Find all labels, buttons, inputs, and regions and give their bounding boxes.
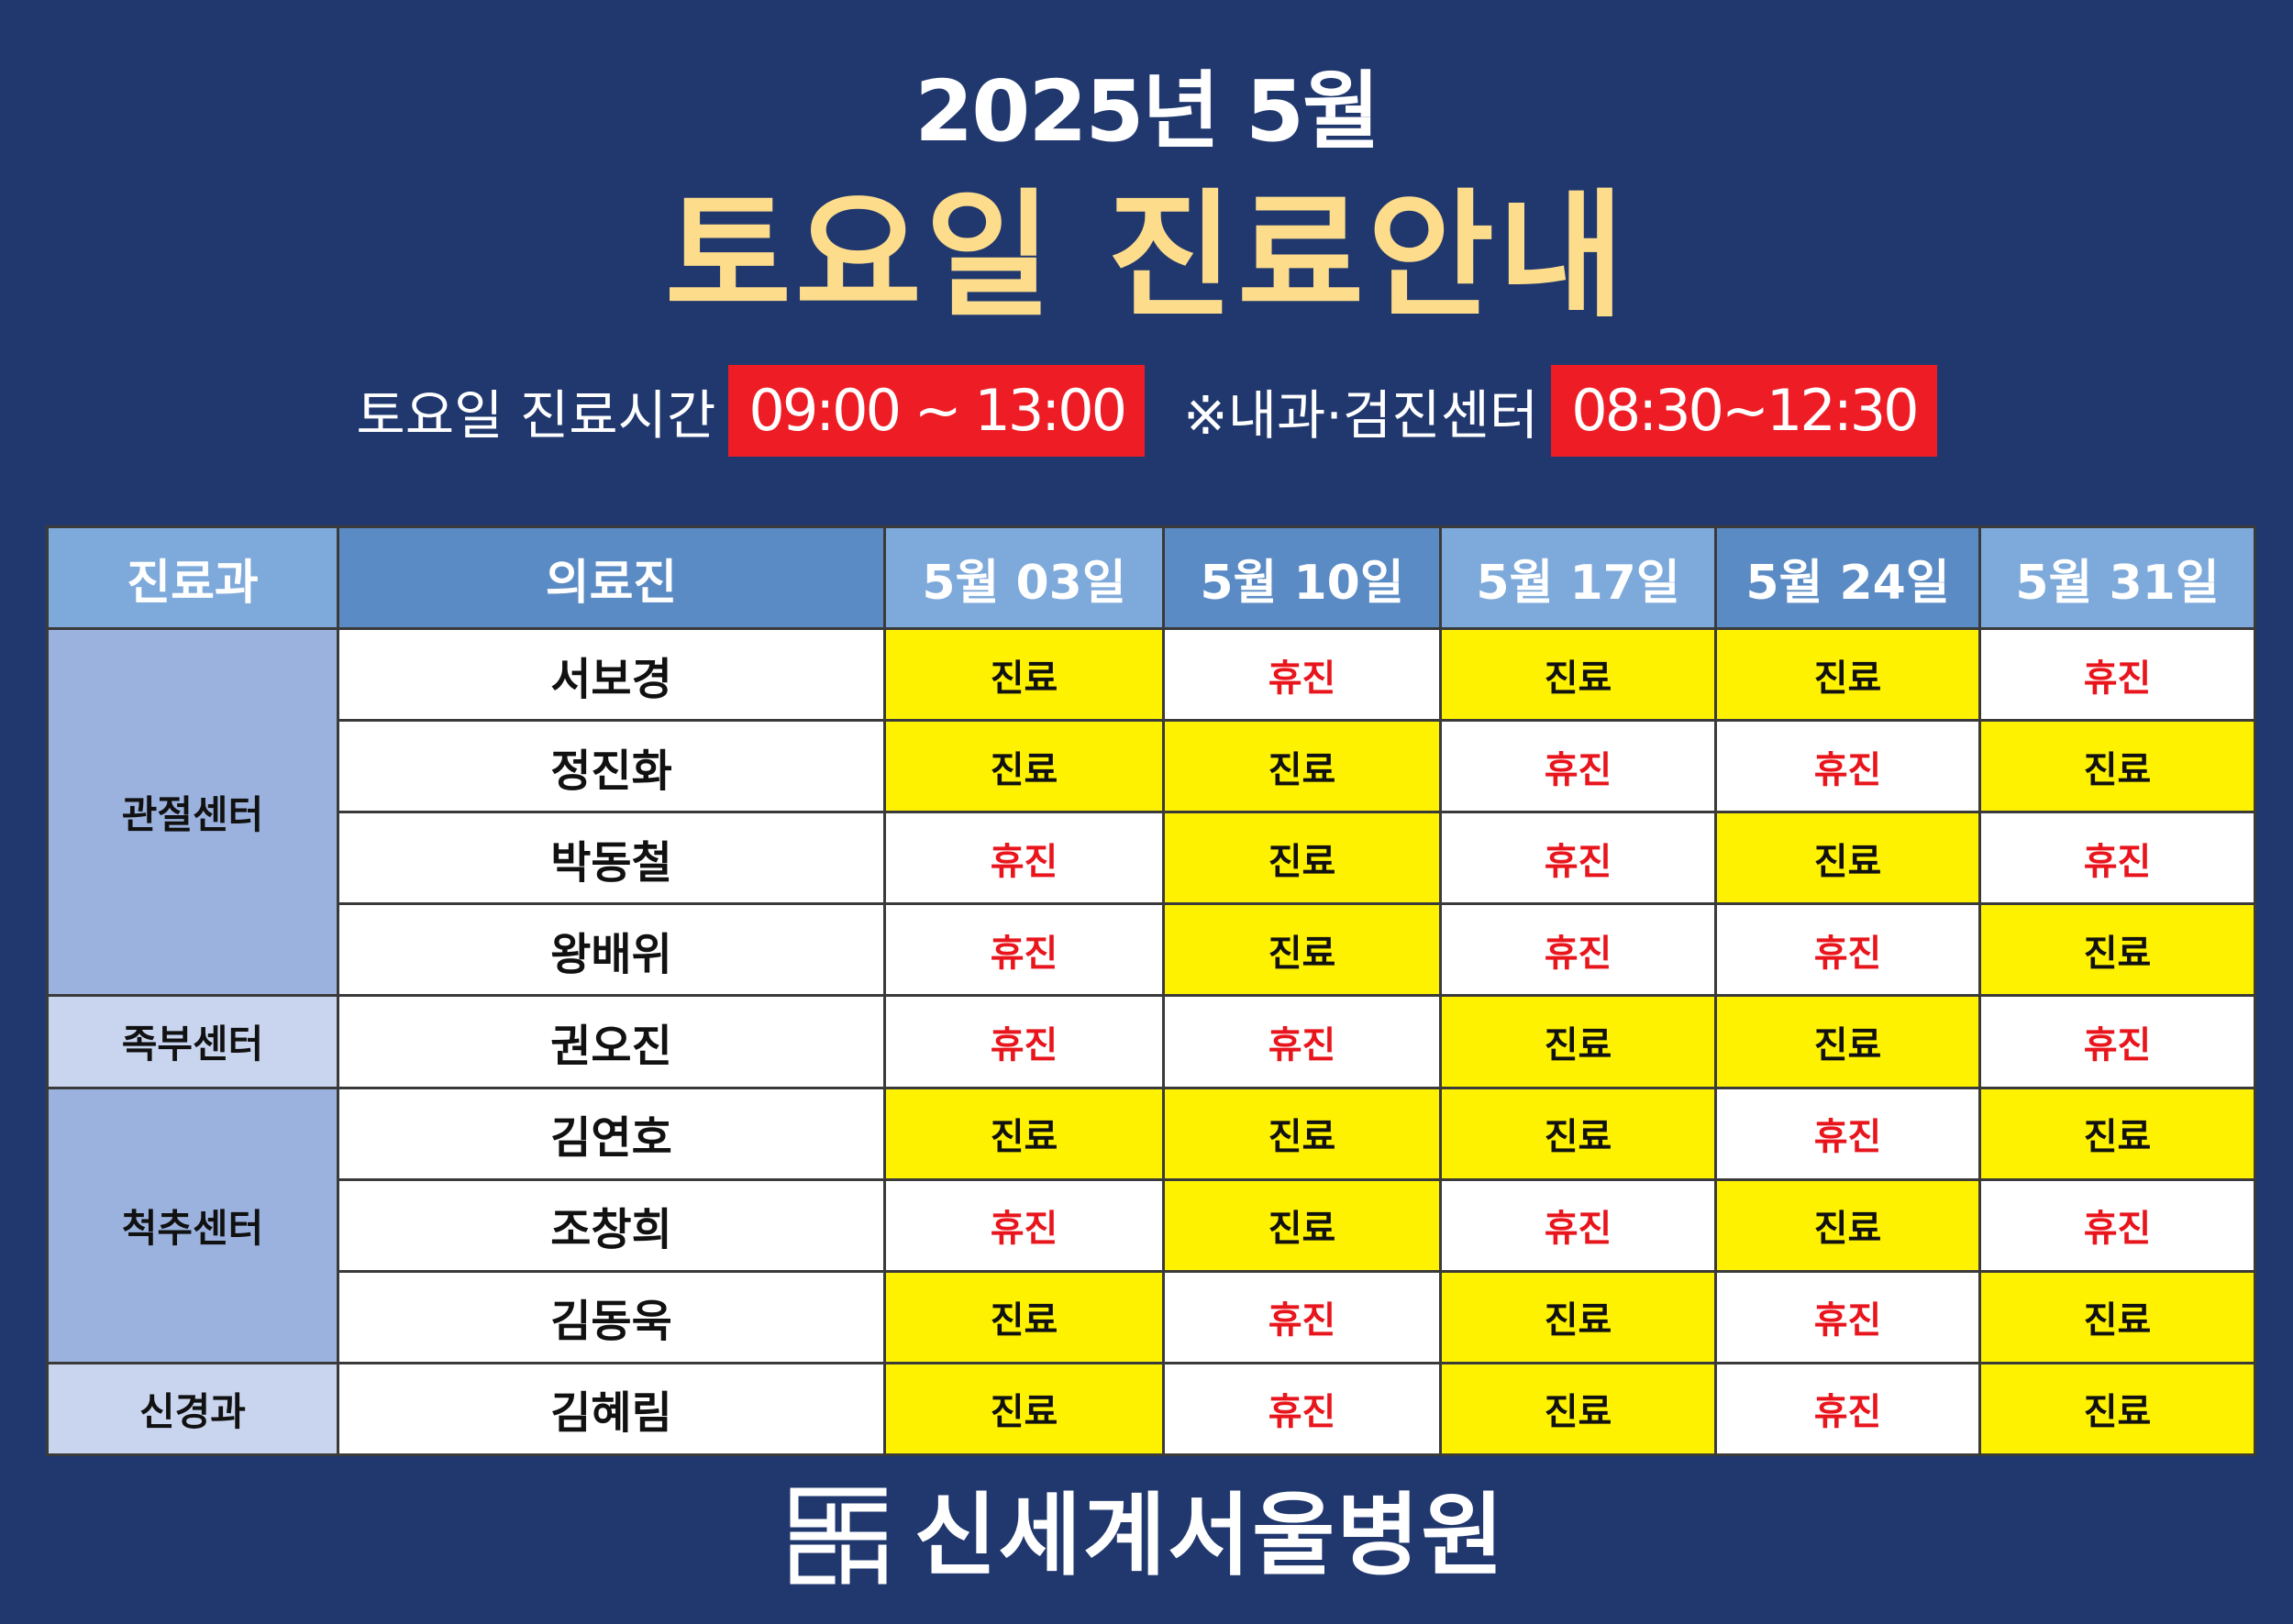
column-header-date: 5월 10일 bbox=[1162, 525, 1442, 630]
department-cell: 관절센터 bbox=[46, 626, 339, 998]
status-cell: 진료 bbox=[1439, 1269, 1717, 1364]
status-cell: 진료 bbox=[1162, 902, 1442, 998]
internal-hours-label: ※내과·검진센터 bbox=[1183, 384, 1539, 447]
status-cell: 진료 bbox=[1439, 994, 1717, 1089]
status-cell: 진료 bbox=[883, 626, 1165, 723]
table-row: 족부센터 권오진 휴진 휴진 진료 진료 휴진 bbox=[46, 994, 2256, 1089]
doctor-name: 정진화 bbox=[337, 719, 886, 814]
saturday-hours-time: 09:00 ~ 13:00 bbox=[728, 365, 1146, 457]
status-cell: 휴진 bbox=[883, 811, 1165, 906]
status-cell: 진료 bbox=[1978, 1086, 2256, 1181]
doctor-name: 권오진 bbox=[337, 994, 886, 1089]
footer: 신세계서울병원 bbox=[0, 1481, 2293, 1591]
status-cell: 진료 bbox=[1714, 626, 1981, 723]
status-cell: 휴진 bbox=[1714, 902, 1981, 998]
table-row: 관절센터 서보경 진료 휴진 진료 진료 휴진 bbox=[46, 626, 2256, 998]
doctor-name: 박동철 bbox=[337, 811, 886, 906]
status-cell: 진료 bbox=[1439, 1361, 1717, 1457]
status-cell: 진료 bbox=[1714, 811, 1981, 906]
status-cell: 휴진 bbox=[1978, 1177, 2256, 1273]
column-header-date: 5월 24일 bbox=[1714, 525, 1981, 630]
schedule-table: 진료과 의료진 5월 03일 5월 10일 5월 17일 5월 24일 5월 3… bbox=[46, 525, 2256, 1457]
status-cell: 진료 bbox=[883, 1361, 1165, 1457]
status-cell: 휴진 bbox=[883, 902, 1165, 998]
status-cell: 진료 bbox=[883, 1086, 1165, 1181]
status-cell: 진료 bbox=[1162, 811, 1442, 906]
table-row: 신경과 김혜림 진료 휴진 진료 휴진 진료 bbox=[46, 1361, 2256, 1457]
status-cell: 휴진 bbox=[1714, 1086, 1981, 1181]
status-cell: 진료 bbox=[1162, 1177, 1442, 1273]
department-cell: 척추센터 bbox=[46, 1086, 339, 1364]
department-cell: 신경과 bbox=[46, 1361, 339, 1457]
status-cell: 휴진 bbox=[1439, 811, 1717, 906]
doctor-name: 김혜림 bbox=[337, 1361, 886, 1457]
status-cell: 진료 bbox=[1439, 1086, 1717, 1181]
status-cell: 휴진 bbox=[1714, 1361, 1981, 1457]
month-heading: 2025년 5월 bbox=[914, 62, 1379, 160]
table-row: 김동욱 진료 휴진 진료 휴진 진료 bbox=[48, 1269, 2256, 1364]
status-cell: 진료 bbox=[1978, 1269, 2256, 1364]
status-cell: 휴진 bbox=[1439, 1177, 1717, 1273]
hospital-logo-icon bbox=[790, 1487, 887, 1585]
status-cell: 휴진 bbox=[1978, 994, 2256, 1089]
status-cell: 진료 bbox=[1162, 719, 1442, 814]
status-cell: 진료 bbox=[1978, 1361, 2256, 1457]
column-header-date: 5월 03일 bbox=[883, 525, 1165, 630]
page-title: 토요일 진료안내 bbox=[664, 177, 1629, 337]
table-row: 조창희 휴진 진료 휴진 진료 휴진 bbox=[48, 1177, 2256, 1273]
status-cell: 휴진 bbox=[883, 1177, 1165, 1273]
column-header-date: 5월 17일 bbox=[1439, 525, 1717, 630]
column-header-department: 진료과 bbox=[46, 525, 339, 630]
doctor-name: 김동욱 bbox=[337, 1269, 886, 1364]
status-cell: 휴진 bbox=[1162, 1361, 1442, 1457]
saturday-hours-label: 토요일 진료시간 bbox=[356, 384, 716, 447]
column-header-date: 5월 31일 bbox=[1978, 525, 2256, 630]
table-row: 정진화 진료 진료 휴진 휴진 진료 bbox=[48, 719, 2256, 814]
status-cell: 휴진 bbox=[1714, 1269, 1981, 1364]
table-row: 박동철 휴진 진료 휴진 진료 휴진 bbox=[48, 811, 2256, 906]
status-cell: 진료 bbox=[1978, 902, 2256, 998]
status-cell: 진료 bbox=[883, 1269, 1165, 1364]
status-cell: 휴진 bbox=[1978, 811, 2256, 906]
table-row: 왕배위 휴진 진료 휴진 휴진 진료 bbox=[48, 902, 2256, 998]
doctor-name: 조창희 bbox=[337, 1177, 886, 1273]
status-cell: 휴진 bbox=[1162, 626, 1442, 723]
status-cell: 진료 bbox=[1978, 719, 2256, 814]
doctor-name: 서보경 bbox=[337, 626, 886, 723]
table-header-row: 진료과 의료진 5월 03일 5월 10일 5월 17일 5월 24일 5월 3… bbox=[46, 525, 2256, 630]
clinic-hours: 토요일 진료시간 09:00 ~ 13:00 ※내과·검진센터 08:30~12… bbox=[0, 365, 2293, 457]
status-cell: 진료 bbox=[1714, 994, 1981, 1089]
status-cell: 휴진 bbox=[1162, 1269, 1442, 1364]
column-header-doctor: 의료진 bbox=[337, 525, 886, 630]
table-row: 척추센터 김연호 진료 진료 진료 휴진 진료 bbox=[46, 1086, 2256, 1364]
status-cell: 진료 bbox=[1439, 626, 1717, 723]
status-cell: 휴진 bbox=[1439, 902, 1717, 998]
internal-hours-time: 08:30~12:30 bbox=[1551, 365, 1937, 457]
status-cell: 진료 bbox=[883, 719, 1165, 814]
status-cell: 휴진 bbox=[1714, 719, 1981, 814]
status-cell: 휴진 bbox=[1978, 626, 2256, 723]
department-cell: 족부센터 bbox=[46, 994, 339, 1089]
status-cell: 진료 bbox=[1714, 1177, 1981, 1273]
status-cell: 휴진 bbox=[883, 994, 1165, 1089]
doctor-name: 김연호 bbox=[337, 1086, 886, 1181]
status-cell: 휴진 bbox=[1162, 994, 1442, 1089]
status-cell: 진료 bbox=[1162, 1086, 1442, 1181]
status-cell: 휴진 bbox=[1439, 719, 1717, 814]
doctor-name: 왕배위 bbox=[337, 902, 886, 998]
hospital-name: 신세계서울병원 bbox=[914, 1484, 1506, 1588]
